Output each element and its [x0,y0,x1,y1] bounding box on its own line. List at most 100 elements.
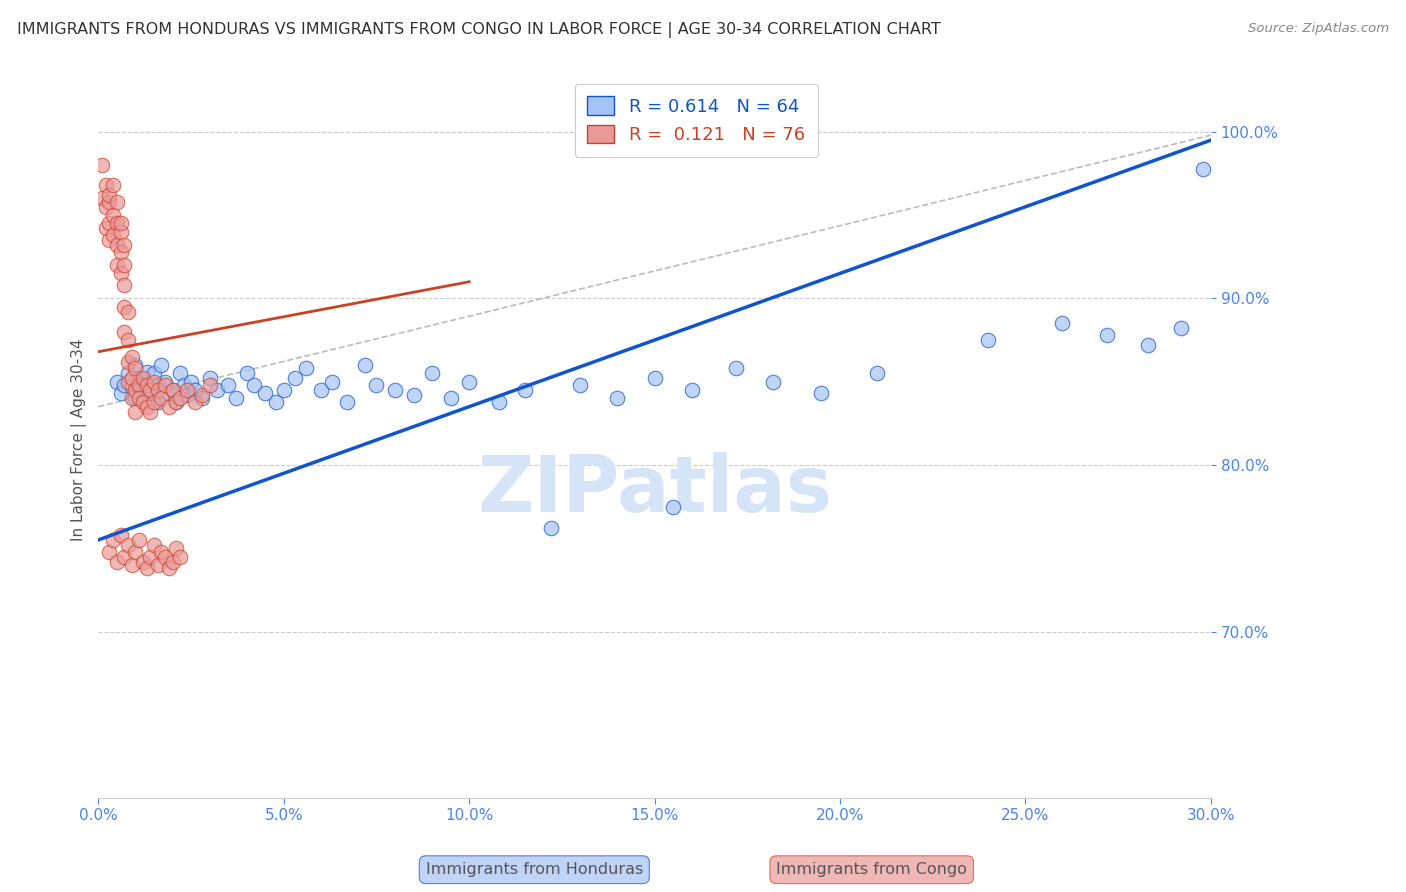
Point [105,375,128,389]
Point [117,354,139,368]
Point [103,208,125,222]
Text: Immigrants from Congo: Immigrants from Congo [776,863,967,877]
Text: ZIPatlas: ZIPatlas [477,452,832,528]
Point [112,378,135,392]
Text: Source: ZipAtlas.com: Source: ZipAtlas.com [1249,22,1389,36]
Point [117,375,139,389]
Point [98,544,121,558]
Point [169,549,191,564]
Point [132,394,155,409]
Point [184,394,207,409]
Point [180,375,202,389]
Point [105,194,128,209]
Point [91,158,114,172]
Point [98,217,121,231]
Point [146,378,169,392]
Point [98,194,121,209]
Point [132,555,155,569]
Point [146,558,169,572]
Point [110,528,132,542]
Point [150,358,173,372]
Point [135,400,157,414]
Point [132,371,155,385]
Point [103,178,125,193]
Point [266,394,288,409]
Point [1192,161,1215,176]
Point [440,392,463,406]
Point [128,371,150,385]
Point [254,386,277,401]
Point [121,350,143,364]
Point [176,383,198,397]
Point [110,225,132,239]
Point [162,383,184,397]
Point [198,378,221,392]
Point [139,405,162,419]
Point [153,378,176,392]
Point [135,378,157,392]
Point [273,383,295,397]
Point [105,238,128,252]
Point [121,380,143,394]
Point [165,541,187,556]
Point [121,558,143,572]
Point [569,378,592,392]
Point [98,233,121,247]
Point [139,383,162,397]
Point [173,378,195,392]
Point [105,555,128,569]
Point [681,383,703,397]
Point [354,358,377,372]
Point [157,561,180,575]
Point [165,394,187,409]
Point [810,386,832,401]
Point [169,392,191,406]
Point [402,388,425,402]
Point [146,394,169,409]
Point [150,544,173,558]
Point [110,386,132,401]
Point [103,533,125,547]
Point [225,392,247,406]
Point [110,244,132,259]
Point [143,394,166,409]
Point [420,367,443,381]
Point [128,392,150,406]
Point [169,367,191,381]
Point [124,405,146,419]
Point [662,500,685,514]
Point [143,538,166,552]
Point [146,383,169,397]
Point [198,371,221,385]
Point [1136,338,1159,352]
Point [384,383,406,397]
Point [243,378,266,392]
Point [112,325,135,339]
Point [150,392,173,406]
Point [124,358,146,372]
Legend: R = 0.614   N = 64, R =  0.121   N = 76: R = 0.614 N = 64, R = 0.121 N = 76 [575,84,817,157]
Point [725,361,748,376]
Point [153,375,176,389]
Point [762,375,785,389]
Point [112,258,135,272]
Point [1170,321,1192,335]
Point [135,365,157,379]
Point [488,394,510,409]
Point [1052,317,1074,331]
Point [112,238,135,252]
Point [1095,328,1118,343]
Point [128,378,150,392]
Point [157,400,180,414]
Point [977,333,1000,347]
Point [132,383,155,397]
Point [336,394,359,409]
Point [162,383,184,397]
Point [117,538,139,552]
Point [139,549,162,564]
Point [121,371,143,385]
Point [866,367,889,381]
Point [135,561,157,575]
Point [644,371,666,385]
Point [606,392,628,406]
